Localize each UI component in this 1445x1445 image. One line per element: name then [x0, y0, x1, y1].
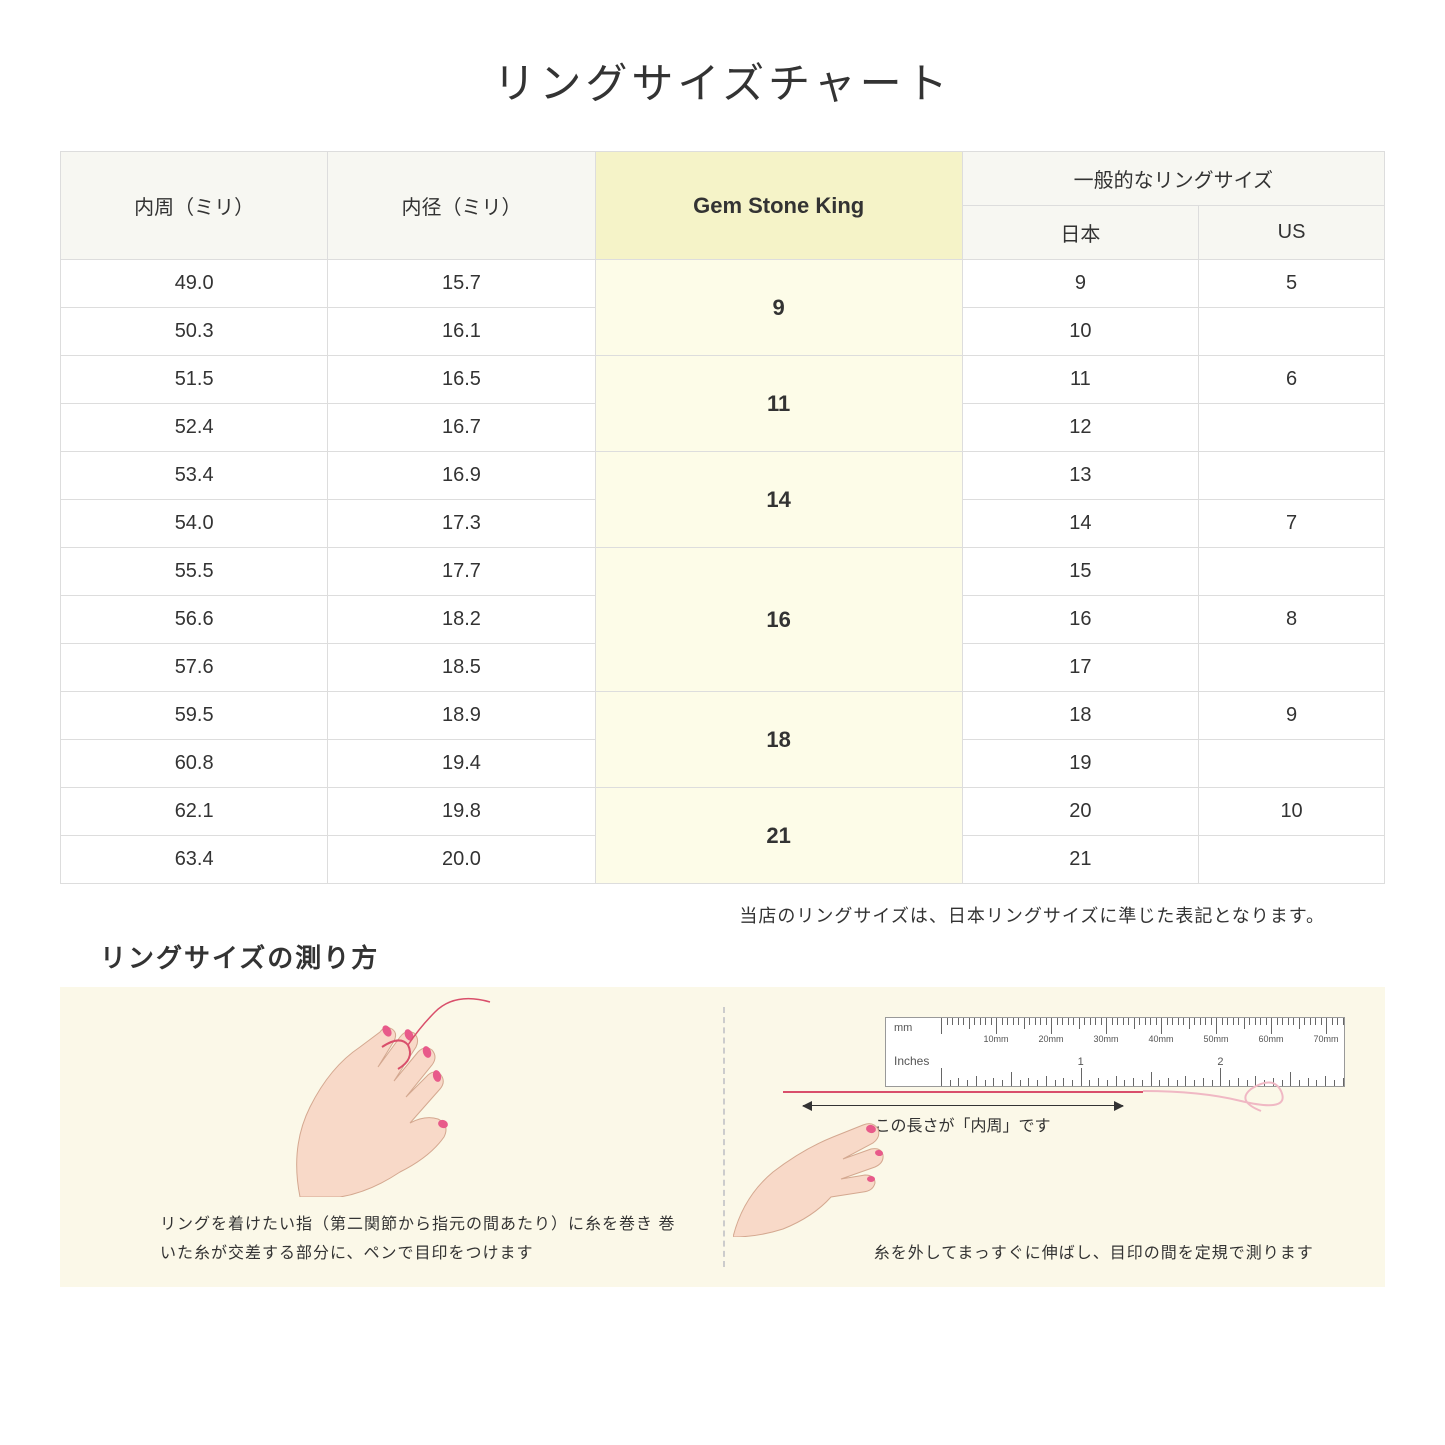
col-circumference: 内周（ミリ）: [61, 152, 328, 260]
cell-circumference: 54.0: [61, 500, 328, 548]
cell-us: 9: [1199, 692, 1385, 740]
cell-us: 10: [1199, 788, 1385, 836]
cell-us: [1199, 308, 1385, 356]
table-row: 53.416.91413: [61, 452, 1385, 500]
ruler-in-label: Inches: [894, 1054, 929, 1068]
cell-us: [1199, 404, 1385, 452]
table-note: 当店のリングサイズは、日本リングサイズに準じた表記となります。: [60, 902, 1325, 928]
cell-diameter: 18.5: [328, 644, 595, 692]
col-diameter: 内径（ミリ）: [328, 152, 595, 260]
cell-circumference: 53.4: [61, 452, 328, 500]
cell-japan: 11: [962, 356, 1198, 404]
cell-circumference: 52.4: [61, 404, 328, 452]
col-japan: 日本: [962, 206, 1198, 260]
cell-circumference: 50.3: [61, 308, 328, 356]
cell-circumference: 55.5: [61, 548, 328, 596]
howto-left-caption: リングを着けたい指（第二関節から指元の間あたり）に糸を巻き 巻いた糸が交差する部…: [160, 1211, 683, 1269]
cell-diameter: 18.2: [328, 596, 595, 644]
hand-hold-illustration: [733, 1107, 893, 1237]
cell-circumference: 51.5: [61, 356, 328, 404]
table-row: 55.517.71615: [61, 548, 1385, 596]
ruler-mm-label: mm: [894, 1022, 912, 1034]
cell-gsk: 18: [595, 692, 962, 788]
cell-us: [1199, 644, 1385, 692]
table-row: 49.015.7995: [61, 260, 1385, 308]
cell-gsk: 9: [595, 260, 962, 356]
cell-us: [1199, 740, 1385, 788]
cell-circumference: 49.0: [61, 260, 328, 308]
table-row: 59.518.918189: [61, 692, 1385, 740]
cell-diameter: 18.9: [328, 692, 595, 740]
cell-japan: 18: [962, 692, 1198, 740]
page-title: リングサイズチャート: [60, 50, 1385, 111]
col-us: US: [1199, 206, 1385, 260]
cell-japan: 17: [962, 644, 1198, 692]
cell-diameter: 19.4: [328, 740, 595, 788]
cell-gsk: 14: [595, 452, 962, 548]
cell-circumference: 57.6: [61, 644, 328, 692]
col-general: 一般的なリングサイズ: [962, 152, 1384, 206]
cell-diameter: 17.7: [328, 548, 595, 596]
cell-us: 7: [1199, 500, 1385, 548]
cell-gsk: 16: [595, 548, 962, 692]
cell-us: [1199, 548, 1385, 596]
cell-circumference: 59.5: [61, 692, 328, 740]
cell-us: [1199, 452, 1385, 500]
hand-wrap-illustration: [260, 997, 520, 1197]
ring-size-table: 内周（ミリ） 内径（ミリ） Gem Stone King 一般的なリングサイズ …: [60, 151, 1385, 884]
cell-japan: 16: [962, 596, 1198, 644]
cell-circumference: 63.4: [61, 836, 328, 884]
cell-circumference: 62.1: [61, 788, 328, 836]
cell-us: [1199, 836, 1385, 884]
table-row: 51.516.511116: [61, 356, 1385, 404]
howto-right-panel: mm Inches 10mm20mm30mm40mm50mm60mm70mm12…: [723, 987, 1386, 1287]
cell-diameter: 19.8: [328, 788, 595, 836]
cell-japan: 13: [962, 452, 1198, 500]
cell-japan: 12: [962, 404, 1198, 452]
cell-japan: 9: [962, 260, 1198, 308]
cell-diameter: 16.7: [328, 404, 595, 452]
cell-japan: 10: [962, 308, 1198, 356]
cell-japan: 15: [962, 548, 1198, 596]
cell-japan: 21: [962, 836, 1198, 884]
cell-japan: 19: [962, 740, 1198, 788]
cell-circumference: 56.6: [61, 596, 328, 644]
cell-japan: 20: [962, 788, 1198, 836]
cell-diameter: 17.3: [328, 500, 595, 548]
cell-gsk: 21: [595, 788, 962, 884]
cell-diameter: 15.7: [328, 260, 595, 308]
cell-gsk: 11: [595, 356, 962, 452]
howto-section: リングを着けたい指（第二関節から指元の間あたり）に糸を巻き 巻いた糸が交差する部…: [60, 987, 1385, 1287]
howto-left-panel: リングを着けたい指（第二関節から指元の間あたり）に糸を巻き 巻いた糸が交差する部…: [60, 987, 723, 1287]
cell-us: 8: [1199, 596, 1385, 644]
cell-diameter: 16.5: [328, 356, 595, 404]
cell-us: 5: [1199, 260, 1385, 308]
cell-circumference: 60.8: [61, 740, 328, 788]
cell-diameter: 20.0: [328, 836, 595, 884]
howto-title: リングサイズの測り方: [100, 938, 1385, 975]
table-row: 62.119.8212010: [61, 788, 1385, 836]
col-gsk: Gem Stone King: [595, 152, 962, 260]
cell-us: 6: [1199, 356, 1385, 404]
cell-diameter: 16.1: [328, 308, 595, 356]
cell-diameter: 16.9: [328, 452, 595, 500]
cell-japan: 14: [962, 500, 1198, 548]
howto-right-caption: 糸を外してまっすぐに伸ばし、目印の間を定規で測ります: [843, 1240, 1346, 1269]
